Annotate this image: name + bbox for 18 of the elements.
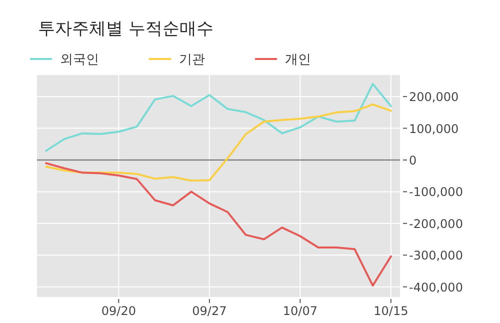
x-tick-label: 10/07: [282, 304, 318, 318]
y-tick-label: -200,000: [409, 216, 463, 231]
line-series: [45, 162, 392, 287]
y-tick-label: 200,000: [409, 90, 459, 104]
y-tick-label: 0: [409, 153, 417, 168]
x-tick-label: 09/20: [101, 304, 136, 318]
y-tick-label: -300,000: [409, 248, 463, 263]
y-tick-label: -400,000: [409, 280, 463, 294]
legend-label: 기관: [179, 52, 205, 68]
x-tick-label: 09/27: [192, 304, 227, 318]
line-series: [45, 103, 392, 182]
legend-label: 외국인: [60, 52, 99, 68]
y-tick-label: -100,000: [409, 185, 463, 200]
y-tick-label: 100,000: [409, 122, 459, 136]
legend-label: 개인: [285, 52, 311, 68]
x-tick-label: 10/15: [374, 304, 408, 318]
line-series: [45, 82, 392, 152]
chart-title: 투자주체별 누적순매수: [38, 19, 214, 39]
